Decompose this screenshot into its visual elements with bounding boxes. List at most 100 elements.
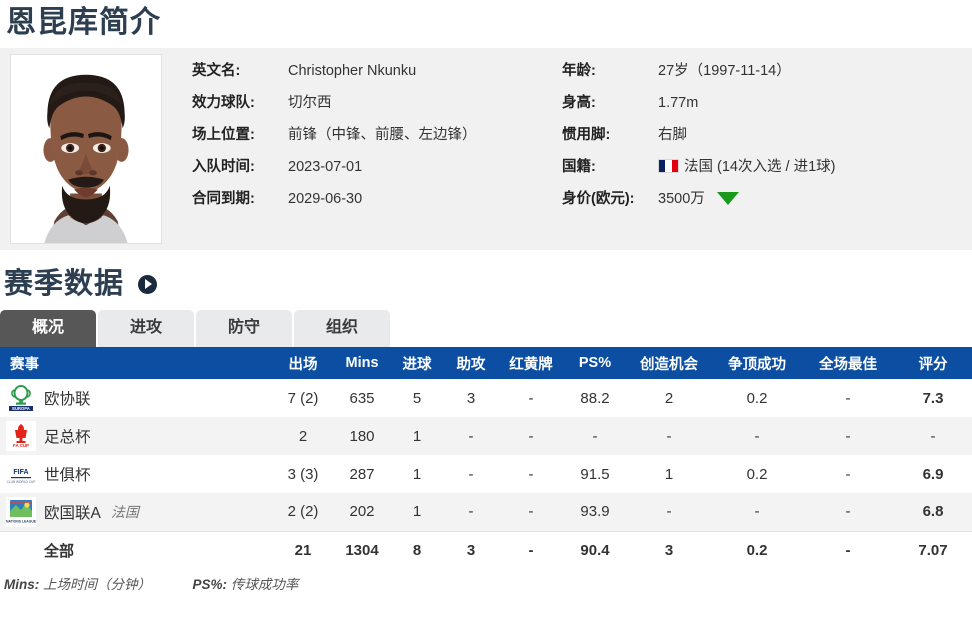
- france-flag-icon: [658, 159, 679, 173]
- info-label: 惯用脚:: [562, 127, 611, 143]
- cell-chances: 1: [626, 455, 712, 493]
- column-header-chances-created[interactable]: 创造机会: [626, 347, 712, 379]
- footnote-pspct-def: 传球成功率: [230, 577, 299, 592]
- cell-chances: 2: [626, 379, 712, 417]
- table-row[interactable]: FA CUP 足总杯 2 180 1 - - - - - - -: [0, 417, 972, 455]
- player-profile-card: 英文名: Christopher Nkunku 效力球队: 切尔西 场上位置: …: [0, 48, 972, 250]
- info-row-joined: 入队时间: 2023-07-01: [192, 154, 562, 180]
- svg-text:NATIONS LEAGUE: NATIONS LEAGUE: [6, 519, 36, 523]
- column-header-rating[interactable]: 评分: [894, 347, 972, 379]
- column-header-man-of-match[interactable]: 全场最佳: [802, 347, 894, 379]
- table-body: EUROPA 欧协联 7 (2) 635 5 3 - 88.2 2 0.2 - …: [0, 379, 972, 569]
- info-row-position: 场上位置: 前锋（中锋、前腰、左边锋）: [192, 122, 562, 148]
- info-value: 切尔西: [288, 95, 332, 111]
- section-title: 赛季数据: [4, 268, 125, 300]
- cell-competition: FIFA CLUB WORLD CUP 世俱杯: [0, 455, 272, 493]
- info-label: 年龄:: [562, 63, 596, 79]
- info-value: 前锋（中锋、前腰、左边锋）: [288, 127, 477, 143]
- cell-motm: -: [802, 455, 894, 493]
- cell-motm: -: [802, 379, 894, 417]
- info-label: 国籍:: [562, 159, 596, 175]
- cell-aerials: 0.2: [712, 379, 802, 417]
- column-header-competition[interactable]: 赛事: [0, 347, 272, 379]
- cell-chances: -: [626, 417, 712, 455]
- info-row-nationality: 国籍: 法国 (14次入选 / 进1球): [562, 154, 962, 180]
- player-info-right: 年龄: 27岁（1997-11-14） 身高: 1.77m 惯用脚: 右脚 国籍…: [562, 58, 962, 218]
- tab-attack[interactable]: 进攻: [98, 310, 194, 347]
- cell-total-chances: 3: [626, 530, 712, 569]
- svg-text:FIFA: FIFA: [13, 469, 28, 476]
- competition-name: 足总杯: [44, 429, 91, 446]
- cell-motm: -: [802, 417, 894, 455]
- cell-pass-pct: 91.5: [564, 455, 626, 493]
- info-value: 2023-07-01: [288, 159, 363, 175]
- table-header-row: 赛事 出场 Mins 进球 助攻 红黄牌 PS% 创造机会 争顶成功 全场最佳 …: [0, 347, 972, 379]
- column-header-aerials-won[interactable]: 争顶成功: [712, 347, 802, 379]
- fa-cup-badge-icon: FA CUP: [6, 421, 36, 451]
- column-header-cards[interactable]: 红黄牌: [498, 347, 564, 379]
- info-label: 英文名:: [192, 63, 241, 79]
- cell-motm: -: [802, 493, 894, 531]
- info-value: 2029-06-30: [288, 191, 363, 207]
- cell-total-assists: 3: [444, 530, 498, 569]
- column-header-apps[interactable]: 出场: [272, 347, 334, 379]
- arrow-right-circle-icon[interactable]: [138, 274, 158, 294]
- svg-text:FA CUP: FA CUP: [13, 443, 29, 448]
- cell-assists: -: [444, 493, 498, 531]
- nationality-text: 法国 (14次入选 / 进1球): [684, 159, 836, 175]
- tab-overview[interactable]: 概况: [0, 310, 96, 347]
- cell-cards: -: [498, 455, 564, 493]
- info-label: 效力球队:: [192, 95, 255, 111]
- cell-aerials: 0.2: [712, 455, 802, 493]
- player-photo: [10, 54, 162, 244]
- info-label: 场上位置:: [192, 127, 255, 143]
- cell-total-motm: -: [802, 530, 894, 569]
- tab-organization[interactable]: 组织: [294, 310, 390, 347]
- cell-total-rating: 7.07: [894, 530, 972, 569]
- footnote-pspct-term: PS%:: [192, 577, 228, 592]
- info-label: 身高:: [562, 95, 596, 111]
- info-row-club: 效力球队: 切尔西: [192, 90, 562, 116]
- info-row-market-value: 身价(欧元): 3500万: [562, 186, 962, 212]
- cell-goals: 1: [390, 417, 444, 455]
- table-row[interactable]: NATIONS LEAGUE 欧国联A 法国 2 (2) 202 1 - - 9…: [0, 493, 972, 531]
- player-info-left: 英文名: Christopher Nkunku 效力球队: 切尔西 场上位置: …: [192, 58, 562, 218]
- cell-total-goals: 8: [390, 530, 444, 569]
- info-value-market-value: 3500万: [658, 186, 962, 212]
- cell-rating: -: [894, 417, 972, 455]
- cell-mins: 635: [334, 379, 390, 417]
- info-value: Christopher Nkunku: [288, 63, 417, 79]
- competition-name: 世俱杯: [44, 467, 91, 484]
- cell-total-mins: 1304: [334, 530, 390, 569]
- info-label: 入队时间:: [192, 159, 255, 175]
- cell-competition: NATIONS LEAGUE 欧国联A 法国: [0, 493, 272, 531]
- cell-apps: 7 (2): [272, 379, 334, 417]
- column-header-pass-pct[interactable]: PS%: [564, 347, 626, 379]
- cell-mins: 180: [334, 417, 390, 455]
- table-footnotes: Mins: 上场时间（分钟） PS%: 传球成功率: [0, 569, 972, 595]
- info-label: 身价(欧元):: [562, 191, 635, 207]
- table-row[interactable]: FIFA CLUB WORLD CUP 世俱杯 3 (3) 287 1 - - …: [0, 455, 972, 493]
- cell-assists: -: [444, 455, 498, 493]
- table-total-row: 全部 21 1304 8 3 - 90.4 3 0.2 - 7.07: [0, 530, 972, 569]
- season-stats-table: 赛事 出场 Mins 进球 助攻 红黄牌 PS% 创造机会 争顶成功 全场最佳 …: [0, 347, 972, 569]
- info-value-nationality: 法国 (14次入选 / 进1球): [658, 154, 962, 180]
- column-header-goals[interactable]: 进球: [390, 347, 444, 379]
- info-label: 合同到期:: [192, 191, 255, 207]
- footnote-mins-term: Mins:: [4, 577, 40, 592]
- cell-total-apps: 21: [272, 530, 334, 569]
- column-header-assists[interactable]: 助攻: [444, 347, 498, 379]
- cell-aerials: -: [712, 493, 802, 531]
- season-tabs: 概况 进攻 防守 组织: [0, 310, 972, 347]
- competition-sub-label: 法国: [110, 503, 139, 520]
- column-header-mins[interactable]: Mins: [334, 347, 390, 379]
- table-row[interactable]: EUROPA 欧协联 7 (2) 635 5 3 - 88.2 2 0.2 - …: [0, 379, 972, 417]
- competition-name: 欧国联A: [44, 504, 101, 522]
- tab-defense[interactable]: 防守: [196, 310, 292, 347]
- season-section-header: 赛季数据: [0, 250, 972, 306]
- competition-name: 欧协联: [44, 391, 91, 408]
- fifa-club-world-cup-badge-icon: FIFA CLUB WORLD CUP: [6, 459, 36, 489]
- uefa-nations-league-badge-icon: NATIONS LEAGUE: [6, 496, 36, 527]
- cell-goals: 5: [390, 379, 444, 417]
